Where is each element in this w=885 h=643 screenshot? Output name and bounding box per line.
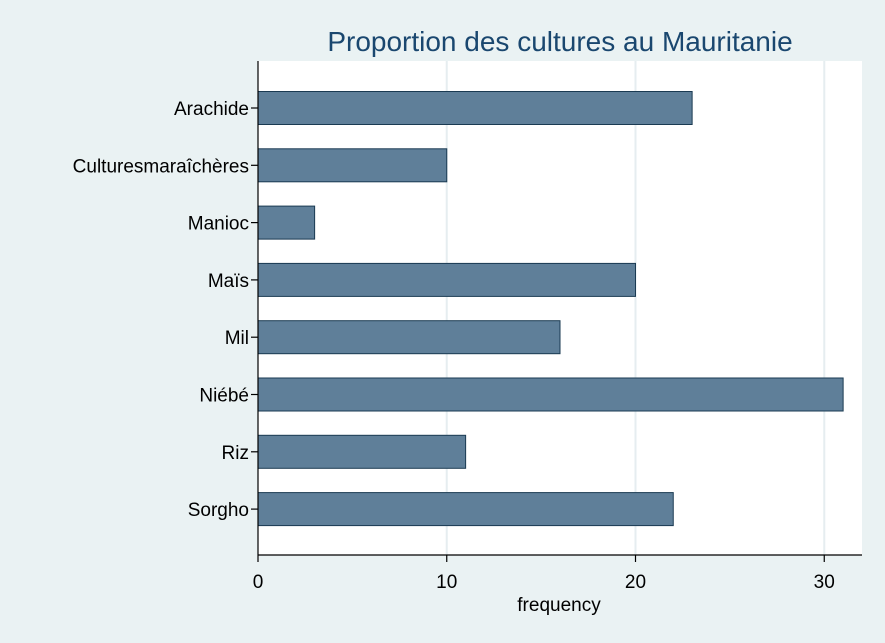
category-label-Mil: Mil	[225, 328, 249, 349]
bar-Sorgho	[257, 492, 674, 527]
x-tick-label-20: 20	[625, 572, 646, 593]
gridlines	[445, 61, 826, 555]
bar-Niébé	[257, 377, 844, 412]
bar-Culturesmaraîchères	[257, 148, 448, 183]
x-axis-title: frequency	[517, 595, 601, 616]
bar-Riz	[257, 434, 467, 469]
x-tick-label-10: 10	[436, 572, 457, 593]
bar-Maïs	[257, 262, 636, 297]
chart-title: Proportion des cultures au Mauritanie	[327, 26, 792, 57]
axes	[257, 61, 862, 556]
category-label-Arachide: Arachide	[174, 99, 249, 120]
bars	[257, 91, 844, 527]
bar-Mil	[257, 320, 561, 355]
bar-Arachide	[257, 91, 693, 125]
category-label-Maïs: Maïs	[208, 271, 249, 292]
x-ticks: 0 10 20 30	[253, 555, 835, 593]
x-tick-label-0: 0	[253, 572, 264, 593]
bar-Manioc	[257, 205, 316, 240]
category-label-Niébé: Niébé	[199, 386, 249, 407]
category-labels: Arachide Culturesmaraîchères Manioc Maïs Mil…	[73, 99, 258, 521]
x-tick-label-30: 30	[814, 572, 835, 593]
category-label-Manioc: Manioc	[188, 214, 249, 235]
plot-area	[258, 61, 862, 555]
category-label-Culturesmaraîchères: Culturesmaraîchères	[73, 156, 249, 177]
category-label-Riz: Riz	[222, 443, 249, 464]
category-label-Sorgho: Sorgho	[188, 500, 249, 521]
